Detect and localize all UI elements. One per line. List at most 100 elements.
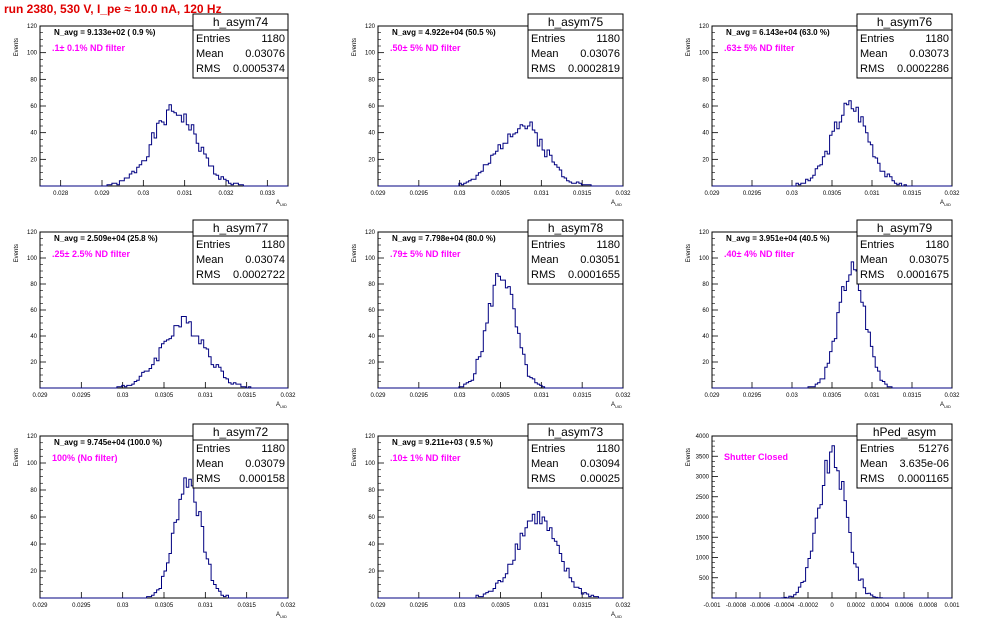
- stats-value: 0.03075: [909, 254, 949, 266]
- x-tick-label: 0.0295: [410, 191, 429, 197]
- y-axis-label: Events: [352, 38, 358, 56]
- x-tick-label: 0.03: [454, 603, 466, 609]
- histogram-series: [378, 273, 623, 389]
- navg-label: N_avg = 7.798e+04 (80.0 %): [392, 234, 496, 243]
- stats-label: Mean: [196, 254, 224, 266]
- x-tick-label: 0.0315: [573, 603, 592, 609]
- x-tick-label: 0.03: [786, 191, 798, 197]
- stats-label: Mean: [860, 48, 888, 60]
- y-tick-label: 100: [699, 256, 710, 262]
- y-tick-label: 4000: [696, 434, 710, 440]
- stats-value: 0.03051: [580, 254, 620, 266]
- x-tick-label: 0.001: [944, 603, 960, 609]
- x-tick-label: 0.031: [534, 393, 550, 399]
- x-tick-label: 0.0295: [743, 191, 762, 197]
- y-tick-label: 20: [30, 360, 37, 366]
- y-axis-label: Events: [14, 38, 20, 56]
- stats-label: Entries: [860, 239, 895, 251]
- navg-label: N_avg = 9.745e+04 (100.0 %): [54, 438, 162, 447]
- x-tick-label: 0.031: [534, 603, 550, 609]
- y-tick-label: 1500: [696, 535, 710, 541]
- x-tick-label: 0.0295: [72, 603, 91, 609]
- x-tick-label: -0.0008: [726, 603, 747, 609]
- y-tick-label: 60: [702, 308, 709, 314]
- x-tick-label: 0.032: [944, 393, 960, 399]
- y-axis-label: Events: [352, 448, 358, 466]
- y-tick-label: 100: [27, 51, 38, 57]
- histogram-series: [712, 445, 952, 599]
- stats-value: 1180: [596, 33, 620, 45]
- x-tick-label: 0.032: [615, 191, 631, 197]
- y-axis-label: Events: [14, 448, 20, 466]
- y-tick-label: 100: [365, 256, 376, 262]
- x-tick-label: 0.0295: [410, 603, 429, 609]
- stats-label: Entries: [531, 33, 566, 45]
- x-tick-label: 0.0002: [847, 603, 866, 609]
- navg-label: N_avg = 3.951e+04 (40.5 %): [726, 234, 830, 243]
- x-tick-label: 0.031: [864, 393, 880, 399]
- x-tick-label: 0.029: [704, 191, 720, 197]
- stats-value: 1180: [596, 239, 620, 251]
- histogram-name: hPed_asym: [873, 425, 936, 439]
- y-axis-label: Events: [686, 244, 692, 262]
- histogram-name: h_asym78: [548, 221, 604, 235]
- x-axis-label: AUID: [611, 200, 622, 207]
- stats-label: Entries: [860, 33, 895, 45]
- stats-label: RMS: [196, 269, 220, 281]
- x-tick-label: 0.0315: [573, 393, 592, 399]
- x-tick-label: 0.031: [534, 191, 550, 197]
- stats-box: [527, 235, 624, 285]
- filter-label: .1± 0.1% ND filter: [52, 43, 125, 53]
- y-axis-label: Events: [14, 244, 20, 262]
- histogram-series: [712, 100, 952, 187]
- stats-label: Mean: [531, 48, 559, 60]
- x-tick-label: 0.032: [944, 191, 960, 197]
- filter-label: .79± 5% ND filter: [390, 249, 461, 259]
- stats-value: 3.635e-06: [899, 458, 949, 470]
- x-axis-label: AUID: [276, 612, 287, 619]
- y-tick-label: 80: [702, 77, 709, 83]
- y-tick-label: 500: [699, 576, 710, 582]
- navg-label: N_avg = 4.922e+04 (50.5 %): [392, 28, 496, 37]
- filter-label: .10± 1% ND filter: [390, 453, 461, 463]
- y-tick-label: 80: [368, 488, 375, 494]
- x-tick-label: 0.029: [32, 603, 48, 609]
- x-tick-label: 0.0305: [823, 393, 842, 399]
- stats-box: [527, 439, 624, 489]
- y-tick-label: 100: [365, 461, 376, 467]
- stats-label: Entries: [196, 239, 231, 251]
- x-tick-label: 0.033: [260, 191, 276, 197]
- x-tick-label: 0.03: [117, 603, 129, 609]
- stats-value: 1180: [261, 33, 285, 45]
- histogram-series: [378, 121, 623, 187]
- x-axis-label: AUID: [276, 402, 287, 409]
- y-tick-label: 60: [30, 104, 37, 110]
- y-tick-label: 120: [27, 434, 38, 440]
- navg-label: N_avg = 9.133e+02 ( 0.9 %): [54, 28, 156, 37]
- y-tick-label: 120: [365, 24, 376, 30]
- stats-box: [192, 29, 289, 79]
- stats-label: RMS: [196, 473, 220, 485]
- x-tick-label: 0.029: [370, 603, 386, 609]
- x-axis-label: AUID: [611, 612, 622, 619]
- x-tick-label: 0.032: [615, 393, 631, 399]
- stats-value: 0.0002819: [568, 63, 620, 75]
- stats-value: 1180: [925, 33, 949, 45]
- x-tick-label: -0.0004: [774, 603, 795, 609]
- x-tick-label: 0.0315: [237, 393, 256, 399]
- histogram-series: [40, 316, 288, 389]
- y-tick-label: 100: [365, 51, 376, 57]
- y-tick-label: 40: [702, 131, 709, 137]
- histogram-name: h_asym73: [548, 425, 604, 439]
- stats-value: 0.03094: [580, 458, 620, 470]
- stats-label: Mean: [531, 254, 559, 266]
- y-tick-label: 40: [30, 542, 37, 548]
- histogram-series: [378, 511, 623, 599]
- x-tick-label: 0.032: [615, 603, 631, 609]
- panel-h_asym79: 20 40 60 80 100 120 Events 0.029 0.0295 0.03 0.030…: [686, 219, 960, 409]
- panel-h_asym76: 20 40 60 80 100 120 Events 0.029 0.0295 0.03 0.030…: [686, 13, 960, 207]
- x-tick-label: 0.0315: [903, 191, 922, 197]
- y-tick-label: 60: [368, 104, 375, 110]
- filter-label: 100% (No filter): [52, 453, 118, 463]
